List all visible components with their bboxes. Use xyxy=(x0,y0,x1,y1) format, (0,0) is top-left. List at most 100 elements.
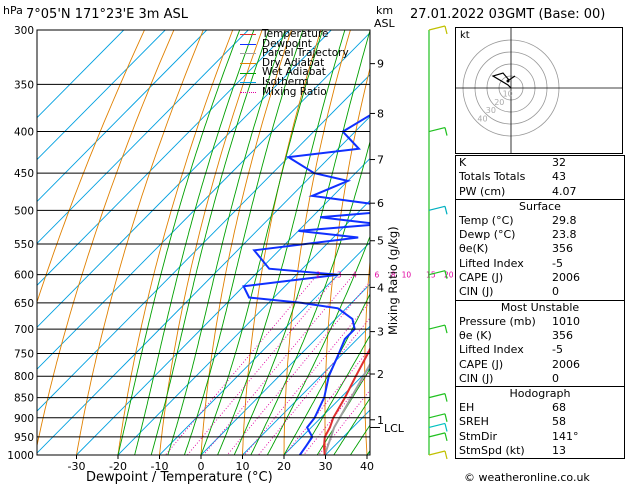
mixing-ratio-label: 15 xyxy=(426,271,436,280)
isotherm-line xyxy=(37,30,332,328)
surface-row: Dewp (°C) 23.8 xyxy=(456,228,624,242)
km-tick-label: 2 xyxy=(377,368,384,381)
index-value: 68 xyxy=(552,401,566,415)
index-key: θe(K) xyxy=(459,242,489,256)
lcl-label: LCL xyxy=(384,422,404,435)
pressure-tick-label: 650 xyxy=(14,298,34,310)
pressure-tick-label: 600 xyxy=(14,270,34,282)
mixing-ratio-line xyxy=(203,274,354,455)
wind-barb xyxy=(428,126,446,133)
mu-row: CIN (J) 0 xyxy=(456,372,624,386)
x-tick-label: 30 xyxy=(319,460,333,473)
legend-item-temperature: Temperature xyxy=(240,29,349,40)
mixing-ratio-line xyxy=(244,301,370,455)
isotherm-line xyxy=(37,30,208,203)
index-key: CAPE (J) xyxy=(459,357,504,371)
mixing-ratio-line xyxy=(258,317,370,455)
dry-adiabat-line xyxy=(117,30,234,455)
pressure-tick-label: 800 xyxy=(14,371,34,383)
index-value: 356 xyxy=(552,242,573,256)
indices-table: K 32 Totals Totals 43 PW (cm) 4.07 Surface … xyxy=(455,155,625,460)
hodograph-ring-label: 30 xyxy=(486,106,496,115)
isotherm-line xyxy=(242,325,370,455)
wind-barb-flag xyxy=(444,413,448,422)
pressure-tick-label: 350 xyxy=(14,79,34,91)
index-key: Lifted Index xyxy=(459,256,524,270)
isotherm-line xyxy=(283,367,370,455)
x-tick-label: 10 xyxy=(236,460,250,473)
legend-item-mixing-ratio: Mixing Ratio xyxy=(240,85,349,98)
legend-label: Mixing Ratio xyxy=(262,85,327,98)
index-key: StmSpd (kt) xyxy=(459,444,525,458)
index-value: 29.8 xyxy=(552,213,577,227)
km-tick-label: 9 xyxy=(377,58,384,71)
pressure-tick-label: 500 xyxy=(14,205,34,217)
x-tick-label: 0 xyxy=(198,460,205,473)
parcel-trajectory-line xyxy=(323,362,370,455)
wind-barb-flag xyxy=(444,393,448,402)
legend-swatch xyxy=(240,72,256,74)
isotherm-line xyxy=(37,30,166,161)
hodograph-panel: kt 10 20 30 40 xyxy=(455,27,623,154)
wet-adiabat-line xyxy=(300,334,370,455)
pressure-tick-label: 550 xyxy=(14,239,34,251)
hodograph-ring-label: 40 xyxy=(477,115,487,124)
pressure-tick-label: 450 xyxy=(14,168,34,180)
x-axis-title: Dewpoint / Temperature (°C) xyxy=(86,470,273,485)
km-label: km xyxy=(376,4,394,17)
index-value: 1010 xyxy=(552,314,580,328)
legend-label: Isotherm xyxy=(262,75,309,88)
legend-label: Dewpoint xyxy=(262,37,312,50)
index-value: 2006 xyxy=(552,357,580,371)
index-value: -5 xyxy=(552,256,563,270)
pressure-tick-label: 400 xyxy=(14,127,34,139)
plot-frame xyxy=(36,29,371,456)
legend-item-wet-adiabat: Wet Adiabat xyxy=(240,67,349,78)
legend-item-isotherm: Isotherm xyxy=(240,75,349,88)
mixing-ratio-label: 10 xyxy=(402,271,412,280)
pressure-tick-label: 750 xyxy=(14,348,34,360)
hodograph-kt-label: kt xyxy=(460,30,470,41)
mu-row: Pressure (mb) 1010 xyxy=(456,315,624,329)
index-value: 13 xyxy=(552,444,566,458)
wind-barb-flag xyxy=(444,324,448,334)
mixing-ratio-line xyxy=(226,281,370,455)
isotherm-line xyxy=(37,30,249,245)
mixing-ratio-label: 6 xyxy=(374,271,379,280)
isotherm-line xyxy=(37,30,125,119)
index-value: 2006 xyxy=(552,271,580,285)
wet-adiabat-line xyxy=(117,30,241,455)
mixing-ratio-label: 8 xyxy=(391,271,396,280)
pressure-tick-label: 850 xyxy=(14,393,34,405)
km-tick-label: 1 xyxy=(377,414,384,427)
legend-swatch xyxy=(240,91,256,93)
index-key: Lifted Index xyxy=(459,343,524,357)
wind-barb-flag xyxy=(444,206,448,215)
pressure-tick-label: 1000 xyxy=(7,450,34,462)
wind-barb-flag xyxy=(444,127,448,136)
legend-swatch xyxy=(240,82,256,84)
pressure-tick-label: 900 xyxy=(14,413,34,425)
km-tick-label: 4 xyxy=(377,281,384,294)
index-value: 4.07 xyxy=(552,184,577,198)
index-value: 43 xyxy=(552,170,566,184)
legend-swatch xyxy=(240,53,256,55)
hodograph-ring-label: 10 xyxy=(503,89,513,98)
wind-barb xyxy=(428,432,446,438)
storm-motion-marker xyxy=(506,79,510,83)
index-key: CAPE (J) xyxy=(459,271,504,285)
dry-adiabat-line xyxy=(403,30,439,455)
dry-adiabat-line xyxy=(37,30,145,304)
hodo-row: SREH 58 xyxy=(456,415,624,429)
wind-barb xyxy=(428,413,446,419)
hodo-row: StmSpd (kt) 13 xyxy=(456,444,624,458)
asl-label: ASL xyxy=(374,17,395,30)
index-row-pw: PW (cm) 4.07 xyxy=(456,185,624,199)
index-key: Totals Totals xyxy=(459,170,526,184)
index-value: 0 xyxy=(552,285,559,299)
hodograph-title: Hodograph xyxy=(509,387,571,401)
index-key: SREH xyxy=(459,415,489,429)
legend-label: Dry Adiabat xyxy=(262,56,325,69)
wet-adiabat-line xyxy=(134,30,255,455)
